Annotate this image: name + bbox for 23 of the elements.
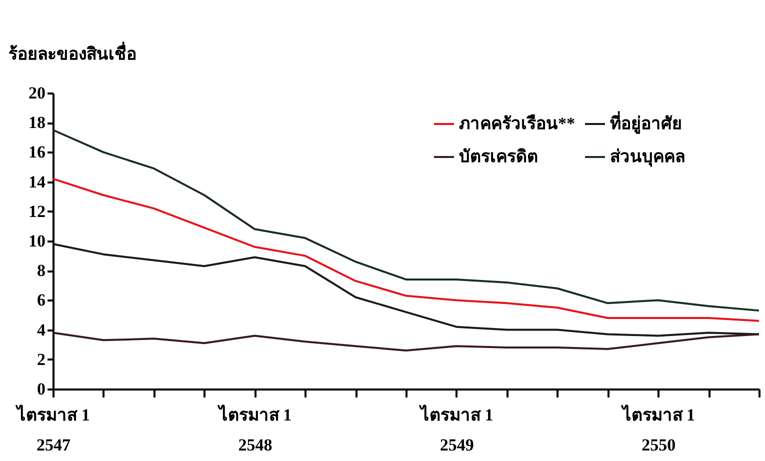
x-tick-label: ไตรมาส 1 2548 [216, 404, 292, 454]
y-tick-label: 20 [28, 84, 46, 102]
x-tick-label: ไตรมาส 1 2549 [418, 404, 494, 454]
legend-label: ที่อยู่อาศัย [610, 111, 682, 135]
y-tick-label: 18 [28, 113, 46, 132]
y-tick-label: 16 [28, 142, 46, 162]
line-series [52, 178, 760, 322]
legend-label: ภาคครัวเรือน** [459, 113, 575, 133]
line-series [52, 242, 760, 337]
y-tick-label: 14 [28, 172, 46, 192]
x-tick-label: ไตรมาส 1 2547 [15, 404, 90, 454]
y-tick-label: 10 [28, 232, 46, 250]
y-tick-label: 8 [37, 261, 46, 280]
y-axis-title: ร้อยละของสินเชื่อ [8, 42, 136, 64]
line-series [52, 332, 760, 352]
legend-label: ส่วนบุคคล [610, 147, 685, 167]
y-tick-label: 12 [28, 202, 46, 221]
x-tick-label: ไตรมาส 1 2550 [620, 404, 696, 454]
y-tick-label: 6 [37, 290, 46, 310]
y-tick-label: 2 [37, 350, 46, 369]
y-tick-label: 0 [37, 380, 46, 398]
y-tick-label: 4 [37, 320, 46, 340]
legend-label: บัตรเครดิต [459, 147, 538, 166]
